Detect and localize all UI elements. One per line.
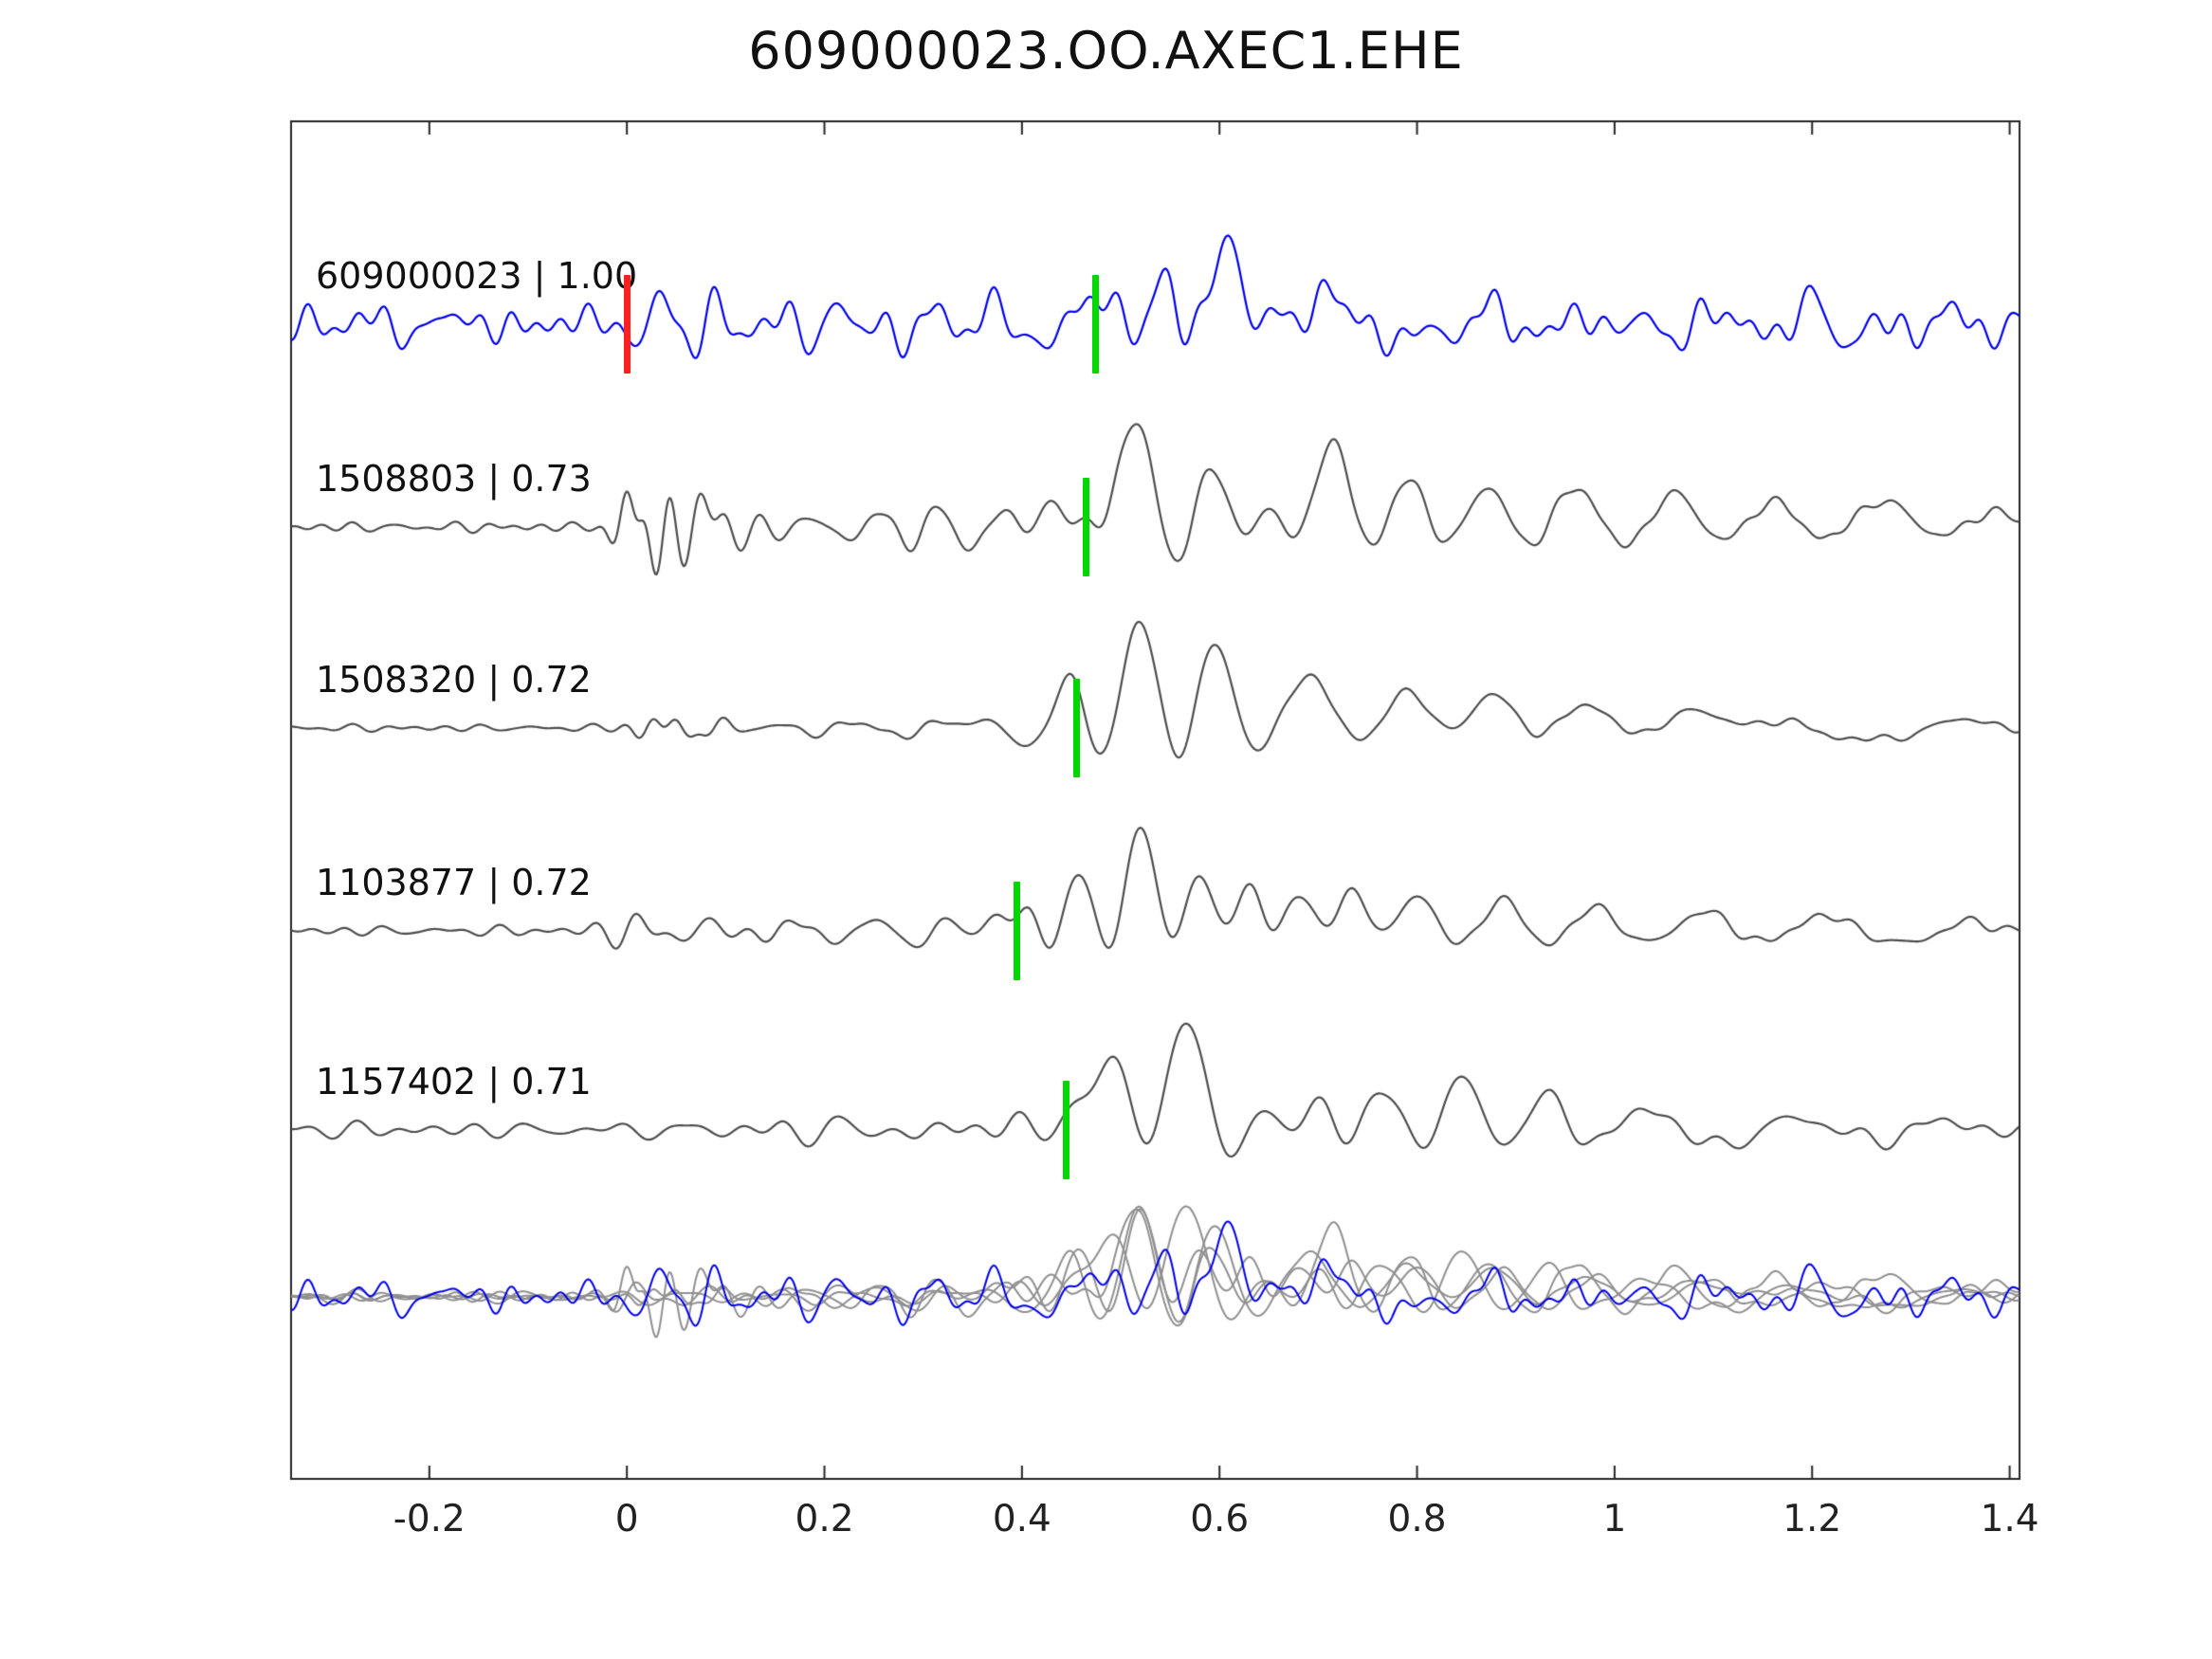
trace-label-1508803: 1508803 | 0.73 [316,458,592,500]
trace-label-1157402: 1157402 | 0.71 [316,1061,592,1103]
x-tick-label: 1.4 [1980,1498,2039,1540]
trace-label-609000023: 609000023 | 1.00 [316,255,638,297]
pick-marker-green [1092,275,1100,374]
trace-label-1508320: 1508320 | 0.72 [316,659,592,701]
pick-marker-green [1014,882,1021,980]
x-tick-label: 1.2 [1782,1498,1842,1540]
x-tick-label: 1 [1602,1498,1627,1540]
pick-marker-green [1063,1081,1070,1179]
x-tick-label: -0.2 [393,1498,466,1540]
pick-marker-red [623,275,631,374]
trace-label-1103877: 1103877 | 0.72 [316,862,592,903]
x-tick-label: 0.2 [795,1498,854,1540]
plot-title: 609000023.OO.AXEC1.EHE [748,21,1464,81]
pick-marker-green [1072,679,1080,777]
pick-marker-green [1083,478,1090,576]
x-tick-label: 0 [614,1498,639,1540]
x-tick-label: 0.4 [992,1498,1051,1540]
x-tick-label: 0.8 [1387,1498,1447,1540]
x-tick-label: 0.6 [1190,1498,1250,1540]
